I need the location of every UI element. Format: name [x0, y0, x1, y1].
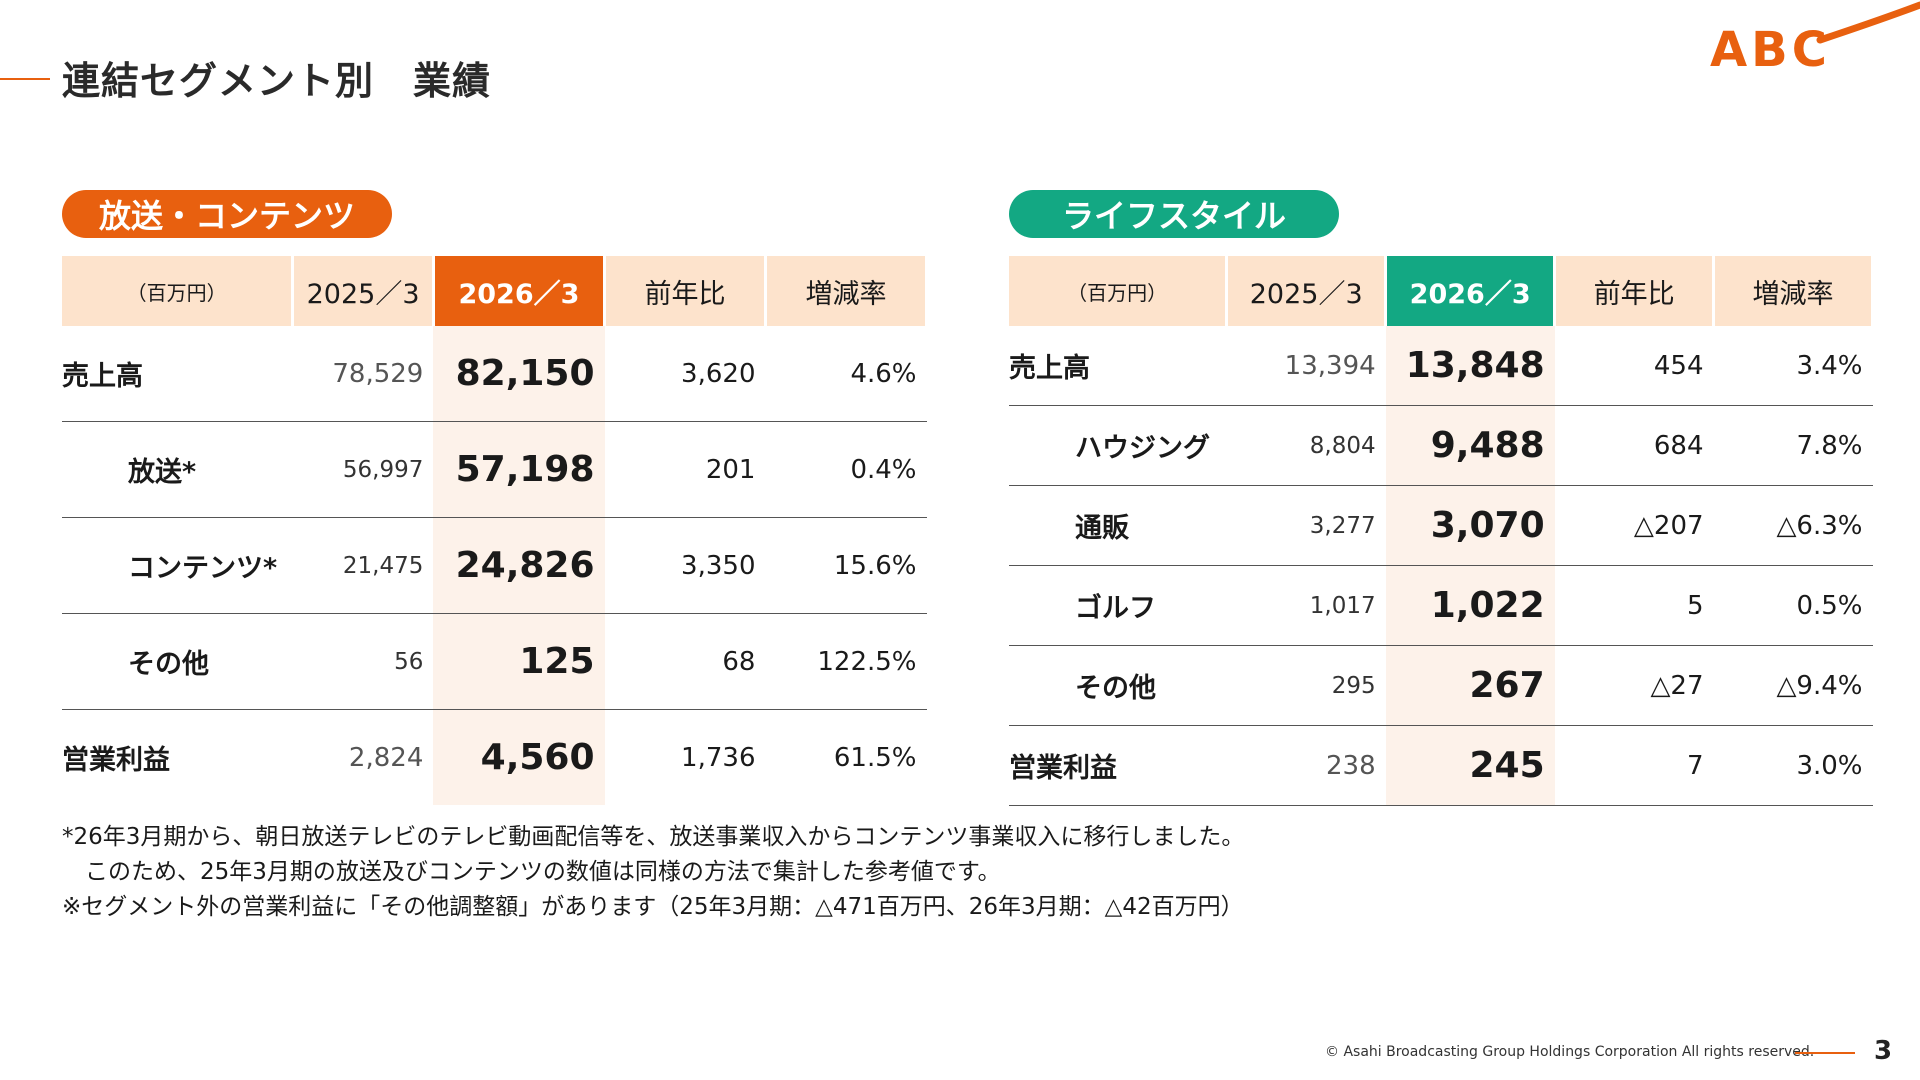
prev-value: 21,475: [292, 517, 434, 614]
diff-value: 454: [1554, 326, 1714, 406]
logo-swoosh-icon: [1816, 1, 1920, 44]
table-row: 売上高 13,394 13,848 454 3.4%: [1009, 326, 1873, 406]
copyright-footer: © Asahi Broadcasting Group Holdings Corp…: [1325, 1044, 1815, 1060]
table-header: （百万円） 2025／3 2026／3 前年比 増減率: [62, 256, 929, 326]
table-row: その他 295 267 △27 △9.4%: [1009, 645, 1873, 726]
rate-value: 61.5%: [833, 742, 917, 773]
prev-value: 56,997: [292, 421, 434, 518]
segment-label-lifestyle: ライフスタイル: [1009, 190, 1339, 238]
header-prev-year: 2025／3: [292, 256, 435, 326]
current-value: 3,070: [1385, 485, 1555, 566]
diff-value: 3,620: [604, 326, 766, 422]
footnotes: *26年3月期から、朝日放送テレビのテレビ動画配信等を、放送事業収入からコンテン…: [62, 820, 1244, 925]
logo-text: ABC: [1710, 22, 1831, 78]
diff-value: 1,736: [681, 742, 756, 773]
diff-value: 5: [1554, 565, 1714, 646]
table-row: 放送* 56,997 57,198 201 0.4%: [62, 421, 927, 518]
row-label: 営業利益: [62, 745, 170, 776]
row-label: ハウジング: [1009, 405, 1227, 486]
diff-value: △207: [1554, 485, 1714, 566]
footnote: このため、25年3月期の放送及びコンテンツの数値は同様の方法で集計した参考値です…: [62, 859, 1001, 885]
footnote: ※セグメント外の営業利益に「その他調整額」があります（25年3月期：△471百万…: [62, 894, 1244, 920]
abc-logo: ABC: [1690, 0, 1920, 90]
row-label: その他: [62, 613, 293, 710]
rate-value: 3.4%: [1713, 326, 1873, 406]
diff-value: 7: [1554, 725, 1714, 806]
current-value: 1,022: [1385, 565, 1555, 646]
header-yoy: 前年比: [1554, 256, 1716, 326]
rate-value: 4.6%: [765, 326, 927, 422]
table-row: 営業利益 238 245 7 3.0%: [1009, 725, 1873, 806]
title-accent-line: [0, 78, 50, 80]
prev-value: 295: [1226, 645, 1386, 726]
row-label: 売上高: [1009, 326, 1227, 406]
current-value: 13,848: [1385, 326, 1555, 406]
current-value: 57,198: [433, 421, 605, 518]
table-header: （百万円） 2025／3 2026／3 前年比 増減率: [1009, 256, 1874, 326]
rate-value: 15.6%: [765, 517, 927, 614]
diff-value: 3,350: [604, 517, 766, 614]
row-label: 営業利益: [1009, 725, 1227, 806]
diff-value: 201: [604, 421, 766, 518]
current-value: 4,560: [433, 709, 605, 805]
table-row: 通販 3,277 3,070 △207 △6.3%: [1009, 485, 1873, 566]
prev-value: 2,824: [348, 742, 424, 773]
header-current-year: 2026／3: [1385, 256, 1557, 326]
prev-value: 56: [292, 613, 434, 710]
row-label: 通販: [1009, 485, 1227, 566]
rate-value: 0.4%: [765, 421, 927, 518]
diff-value: △27: [1554, 645, 1714, 726]
rate-value: 122.5%: [765, 613, 927, 710]
rate-value: △6.3%: [1713, 485, 1873, 566]
rate-value: △9.4%: [1713, 645, 1873, 726]
prev-value: 1,017: [1226, 565, 1386, 646]
current-value: 24,826: [433, 517, 605, 614]
segment-label-broadcast: 放送・コンテンツ: [62, 190, 392, 238]
prev-value: 13,394: [1226, 326, 1386, 406]
prev-value: 3,277: [1226, 485, 1386, 566]
broadcast-contents-table: （百万円） 2025／3 2026／3 前年比 増減率 売上高 78,529 8…: [62, 256, 929, 805]
page-title: 連結セグメント別 業績: [62, 59, 492, 103]
header-unit: （百万円）: [1009, 256, 1229, 326]
current-value: 245: [1385, 725, 1555, 806]
header-prev-year: 2025／3: [1226, 256, 1388, 326]
prev-value: 238: [1226, 725, 1386, 806]
footnote: *26年3月期から、朝日放送テレビのテレビ動画配信等を、放送事業収入からコンテン…: [62, 824, 1245, 850]
rate-value: 7.8%: [1713, 405, 1873, 486]
current-value: 125: [433, 613, 605, 710]
header-rate: 増減率: [765, 256, 929, 326]
diff-value: 68: [604, 613, 766, 710]
current-value: 9,488: [1385, 405, 1555, 486]
prev-value: 78,529: [292, 326, 434, 422]
prev-value: 8,804: [1226, 405, 1386, 486]
table-row: ゴルフ 1,017 1,022 5 0.5%: [1009, 565, 1873, 646]
rate-value: 0.5%: [1713, 565, 1873, 646]
current-value: 82,150: [433, 326, 605, 422]
lifestyle-table: （百万円） 2025／3 2026／3 前年比 増減率 売上高 13,394 1…: [1009, 256, 1874, 806]
row-label: 放送*: [62, 421, 293, 518]
page-number: 3: [1874, 1036, 1893, 1066]
current-value: 267: [1385, 645, 1555, 726]
table-row: コンテンツ* 21,475 24,826 3,350 15.6%: [62, 517, 927, 614]
row-label: 売上高: [62, 326, 293, 422]
table-row: ハウジング 8,804 9,488 684 7.8%: [1009, 405, 1873, 486]
table-row: 売上高 78,529 82,150 3,620 4.6%: [62, 326, 927, 422]
row-label: ゴルフ: [1009, 565, 1227, 646]
header-yoy: 前年比: [604, 256, 767, 326]
table-row: その他 56 125 68 122.5%: [62, 613, 927, 710]
header-unit: （百万円）: [62, 256, 295, 326]
row-label: コンテンツ*: [62, 517, 293, 614]
row-label: その他: [1009, 645, 1227, 726]
footer-accent-line: [1795, 1052, 1855, 1054]
header-current-year: 2026／3: [433, 256, 607, 326]
header-rate: 増減率: [1713, 256, 1874, 326]
table-row: 営業利益 2,824 4,560 1,736 61.5%: [62, 709, 927, 805]
rate-value: 3.0%: [1713, 725, 1873, 806]
diff-value: 684: [1554, 405, 1714, 486]
